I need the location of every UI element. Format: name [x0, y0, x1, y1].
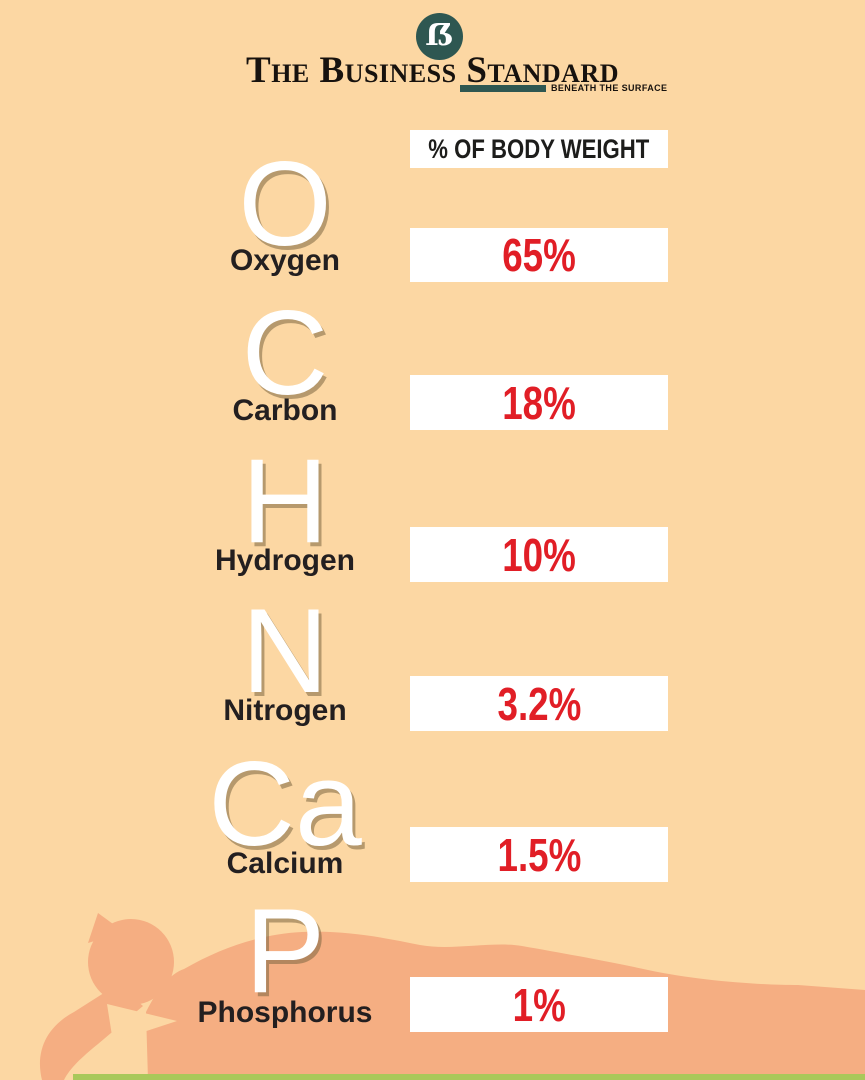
brand-monogram: ẞ [425, 17, 454, 53]
head-shape [88, 919, 174, 1005]
element-name-hydrogen: Hydrogen [214, 544, 355, 577]
element-symbol-hydrogen: H [241, 434, 329, 568]
element-symbol-calcium: Ca [208, 737, 362, 871]
value-box-nitrogen: 3.2% [410, 676, 668, 731]
brand-name: The Business Standard [246, 50, 619, 91]
value-box-carbon: 18% [410, 375, 668, 430]
element-symbol-carbon: C [241, 286, 329, 420]
element-symbol-oxygen: O [238, 137, 332, 271]
element-symbol-nitrogen: N [241, 584, 329, 718]
brand-tagline-row: BENEATH THE SURFACE [460, 84, 667, 93]
value-oxygen: 65% [502, 229, 576, 281]
tagline-underline-bar [460, 85, 546, 92]
hair-tuft-shape [88, 913, 124, 943]
value-carbon: 18% [502, 376, 576, 429]
element-name-phosphorus: Phosphorus [197, 996, 373, 1029]
column-header-label: % OF BODY WEIGHT [428, 133, 650, 164]
value-phosphorus: 1% [512, 978, 566, 1031]
element-name-oxygen: Oxygen [229, 244, 341, 277]
value-box-phosphorus: 1% [410, 977, 668, 1032]
element-name-carbon: Carbon [232, 394, 338, 427]
value-calcium: 1.5% [497, 828, 581, 881]
value-nitrogen: 3.2% [497, 677, 581, 730]
element-name-calcium: Calcium [226, 847, 344, 880]
bottom-green-bar [73, 1074, 865, 1080]
brand-logo-icon: ẞ [416, 13, 463, 60]
value-box-hydrogen: 10% [410, 527, 668, 582]
element-name-nitrogen: Nitrogen [223, 694, 347, 727]
element-symbol-phosphorus: P [244, 884, 326, 1018]
value-box-calcium: 1.5% [410, 827, 668, 882]
value-hydrogen: 10% [502, 528, 576, 581]
column-header-box: % OF BODY WEIGHT [410, 130, 668, 168]
value-box-oxygen: 65% [410, 228, 668, 282]
arm-gap-shape [107, 1004, 177, 1042]
brand-tagline: BENEATH THE SURFACE [551, 83, 668, 93]
